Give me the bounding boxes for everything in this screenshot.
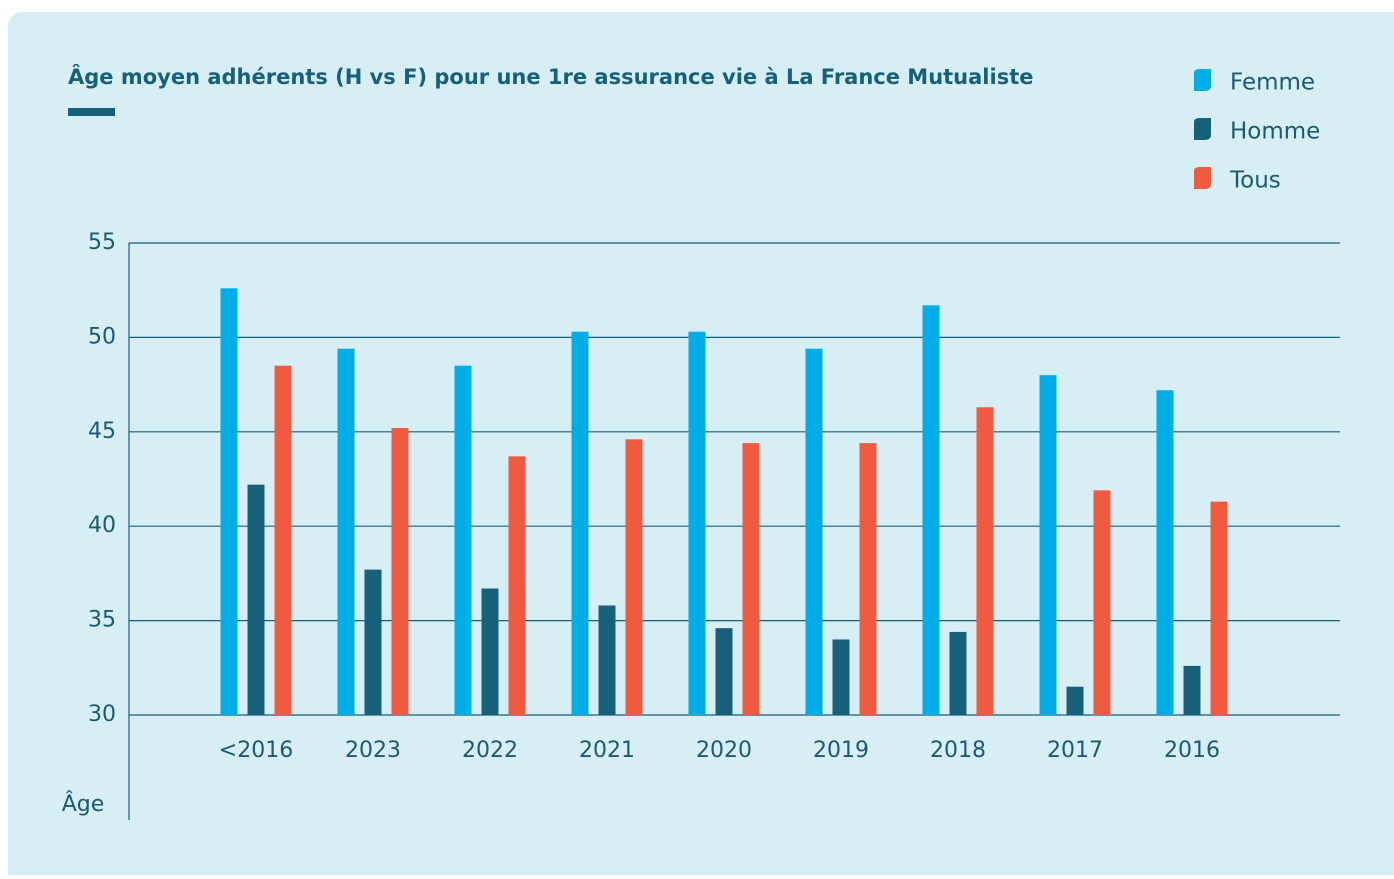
bar	[688, 331, 706, 715]
y-tick-label: 45	[88, 419, 116, 444]
y-axis-label: Âge	[62, 791, 105, 817]
bar	[247, 484, 265, 715]
bar	[274, 365, 292, 715]
bar	[1210, 501, 1228, 715]
legend-swatch	[1194, 118, 1211, 140]
bar	[1066, 686, 1084, 715]
y-tick-label: 40	[88, 513, 116, 538]
legend-label: Tous	[1229, 168, 1281, 194]
bar	[454, 365, 472, 715]
x-tick-label: 2017	[1047, 738, 1103, 763]
legend-label: Homme	[1230, 119, 1320, 145]
y-tick-label: 35	[88, 608, 116, 633]
legend-swatch	[1194, 69, 1211, 91]
bar	[1093, 490, 1111, 715]
bar	[715, 628, 733, 715]
bar	[598, 605, 616, 715]
bar	[1039, 375, 1057, 715]
x-tick-label: 2018	[930, 738, 986, 763]
x-tick-label: 2022	[462, 738, 518, 763]
bar	[220, 288, 238, 715]
bar	[571, 331, 589, 715]
x-tick-label: 2016	[1164, 738, 1220, 763]
x-tick-label: 2019	[813, 738, 869, 763]
x-tick-label: 2023	[345, 738, 401, 763]
legend-swatch	[1194, 167, 1211, 189]
legend-label: Femme	[1230, 70, 1315, 96]
x-tick-label: 2020	[696, 738, 752, 763]
x-tick-label: 2021	[579, 738, 635, 763]
x-tick-label: <2016	[219, 738, 293, 763]
bar	[625, 439, 643, 715]
bar	[832, 639, 850, 715]
y-tick-label: 50	[88, 324, 116, 349]
bar	[364, 569, 382, 715]
bar	[922, 305, 940, 715]
bar	[481, 588, 499, 715]
y-tick-label: 55	[88, 230, 116, 255]
bar	[859, 443, 877, 715]
bar	[508, 456, 526, 715]
y-tick-label: 30	[88, 702, 116, 727]
bar	[1156, 390, 1174, 715]
bar	[949, 631, 967, 715]
bar	[337, 348, 355, 715]
bar	[976, 407, 994, 715]
bar	[742, 443, 760, 715]
title-underline	[68, 108, 115, 116]
bar	[391, 428, 409, 715]
bar	[805, 348, 823, 715]
bar	[1183, 665, 1201, 715]
chart-title: Âge moyen adhérents (H vs F) pour une 1r…	[68, 64, 1033, 89]
